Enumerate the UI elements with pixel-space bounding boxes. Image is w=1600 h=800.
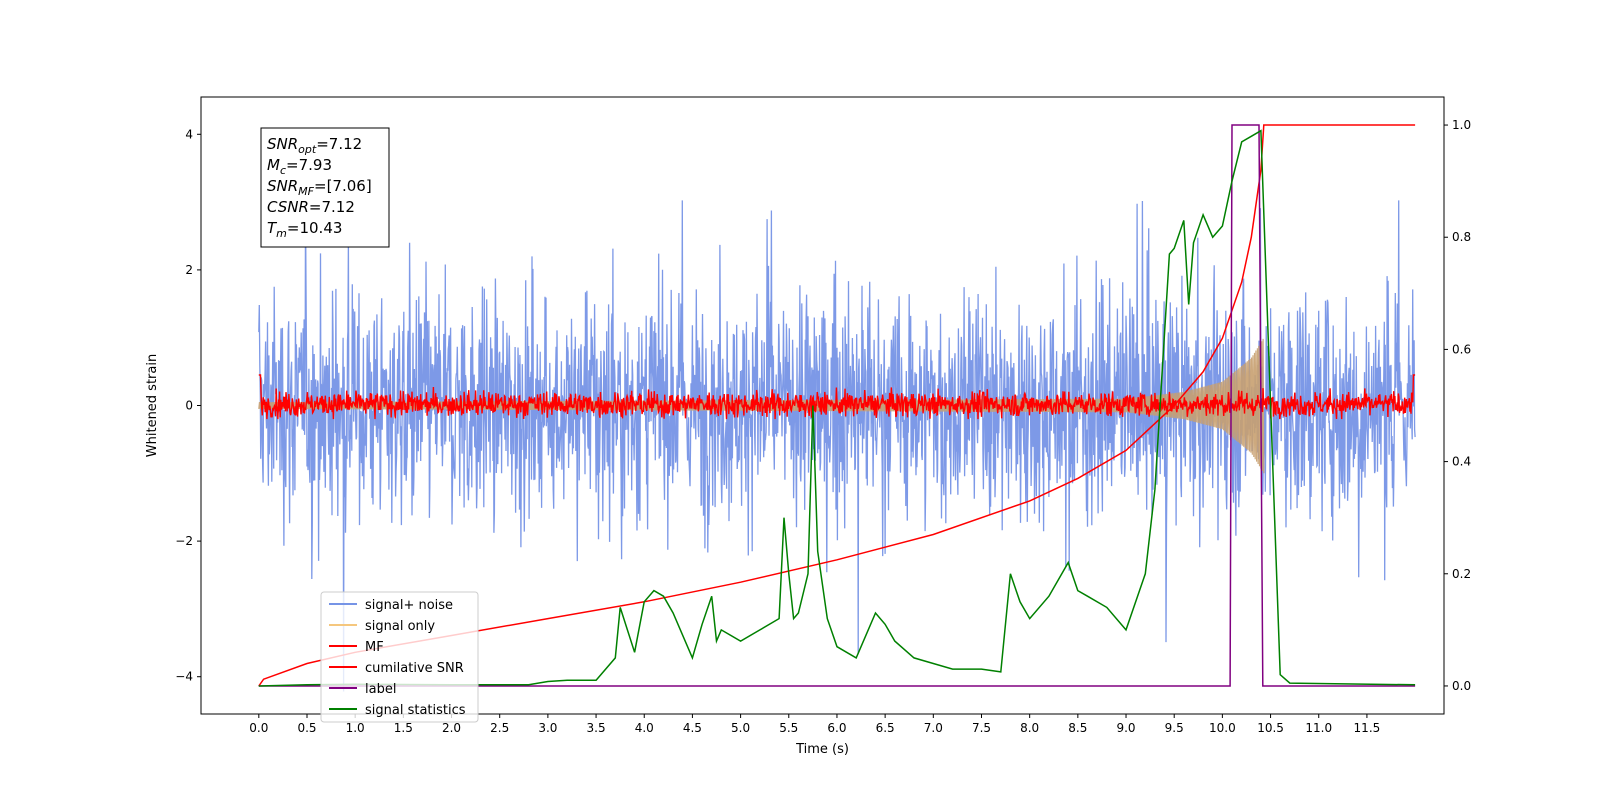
x-tick-label: 9.5 bbox=[1165, 721, 1184, 735]
y2-tick-label: 1.0 bbox=[1452, 118, 1471, 132]
legend-label: signal statistics bbox=[365, 703, 466, 718]
y2-axis-ticks: 1.0 0.8 0.6 0.4 0.2 0.0 bbox=[1444, 118, 1471, 693]
y-axis-ticks: 4 2 0 −2 −4 bbox=[175, 127, 201, 684]
x-tick-label: 8.0 bbox=[1020, 721, 1039, 735]
x-tick-label: 7.5 bbox=[972, 721, 991, 735]
legend: signal+ noise signal only MF cumilative SNR… bbox=[320, 591, 479, 723]
series-label bbox=[258, 124, 1416, 687]
annotation-line: SNRopt=7.12 bbox=[267, 135, 362, 156]
legend-frame bbox=[320, 591, 479, 723]
x-tick-label: 4.5 bbox=[683, 721, 702, 735]
y2-tick-label: 0.8 bbox=[1452, 230, 1471, 244]
legend-label: label bbox=[365, 682, 396, 697]
x-axis-label: Time (s) bbox=[795, 742, 849, 757]
annotation-line: CSNR=7.12 bbox=[267, 198, 355, 216]
x-tick-label: 7.0 bbox=[924, 721, 943, 735]
x-tick-label: 0.0 bbox=[249, 721, 268, 735]
annotation-line: Tm=10.43 bbox=[267, 219, 342, 240]
x-axis-ticks: 0.0 0.5 1.0 1.5 2.0 2.5 3.0 3.5 4.0 4.5 5.0 5.5 6.0 6… bbox=[249, 714, 1380, 735]
x-tick-label: 5.5 bbox=[779, 721, 798, 735]
annotation-box-frame bbox=[260, 127, 390, 248]
x-tick-label: 6.5 bbox=[876, 721, 895, 735]
series-signal-statistics bbox=[258, 129, 1416, 687]
y2-tick-label: 0.6 bbox=[1452, 342, 1471, 356]
x-tick-label: 8.5 bbox=[1068, 721, 1087, 735]
x-tick-label: 9.0 bbox=[1116, 721, 1135, 735]
x-tick-label: 10.0 bbox=[1209, 721, 1236, 735]
x-tick-label: 4.0 bbox=[635, 721, 654, 735]
y-axis-label: Whitened strain bbox=[145, 354, 160, 457]
y-tick-label: 4 bbox=[185, 127, 193, 141]
x-tick-label: 1.5 bbox=[394, 721, 413, 735]
legend-label: signal+ noise bbox=[365, 598, 453, 613]
y-tick-label: 0 bbox=[185, 399, 193, 413]
y-tick-label: −4 bbox=[175, 670, 193, 684]
annotation-line: SNRMF=[7.06] bbox=[267, 177, 372, 198]
y2-tick-label: 0.0 bbox=[1452, 679, 1471, 693]
x-tick-label: 11.0 bbox=[1305, 721, 1332, 735]
x-tick-label: 0.5 bbox=[297, 721, 316, 735]
x-tick-label: 1.0 bbox=[346, 721, 365, 735]
annotation-line: Mc=7.93 bbox=[267, 156, 332, 177]
x-tick-label: 6.0 bbox=[827, 721, 846, 735]
x-tick-label: 5.0 bbox=[731, 721, 750, 735]
x-tick-label: 3.5 bbox=[587, 721, 606, 735]
y2-tick-label: 0.2 bbox=[1452, 567, 1471, 581]
legend-label: cumilative SNR bbox=[365, 661, 464, 676]
legend-label: MF bbox=[365, 640, 384, 655]
legend-label: signal only bbox=[365, 619, 435, 634]
x-tick-label: 2.0 bbox=[442, 721, 461, 735]
x-tick-label: 11.5 bbox=[1354, 721, 1381, 735]
x-tick-label: 3.0 bbox=[538, 721, 557, 735]
x-tick-label: 10.5 bbox=[1257, 721, 1284, 735]
y2-tick-label: 0.4 bbox=[1452, 455, 1471, 469]
series-mf bbox=[258, 374, 1416, 420]
x-tick-label: 2.5 bbox=[490, 721, 509, 735]
y-tick-label: 2 bbox=[185, 263, 193, 277]
y-tick-label: −2 bbox=[175, 534, 193, 548]
